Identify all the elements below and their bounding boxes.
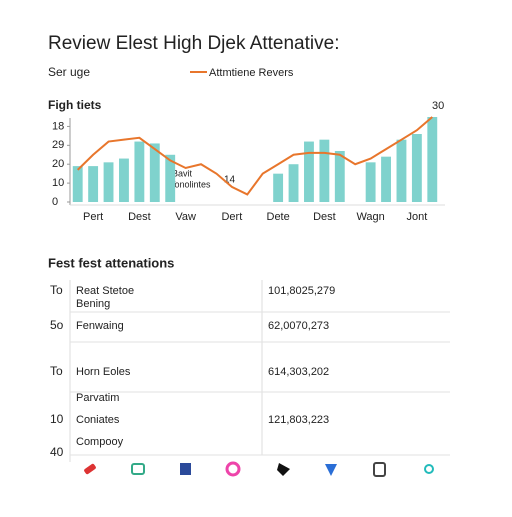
row-index: 10 [50,412,64,426]
row-index: To [50,364,63,378]
row-name: Bening [76,298,110,310]
y-axis-label: Figh tiets [48,98,102,112]
x-tick-label: Dete [267,211,290,223]
icon[interactable] [225,461,241,477]
icon[interactable] [373,462,386,477]
row-index: To [50,283,63,297]
annotation: 30 [432,100,444,112]
icon[interactable] [325,464,337,476]
bar [103,162,114,202]
icon[interactable] [131,463,145,475]
y-tick-label: 29 [52,139,64,151]
bar [304,141,314,202]
row-index: 5o [50,318,64,332]
row-name: Parvatim [76,392,119,404]
bar [334,151,345,202]
bar [134,141,145,202]
bar [72,166,83,202]
row-index: 40 [50,445,64,459]
legend-label: Attmtiene Revers [209,67,294,79]
bar [149,143,160,202]
line [77,116,433,196]
icon[interactable] [277,463,290,476]
icon-bar [83,461,434,477]
icon[interactable] [180,463,191,475]
x-tick-label: Dert [221,211,242,223]
table-title: Fest fest attenations [48,255,174,270]
icon[interactable] [83,463,96,475]
annotation: Bavit [172,168,193,178]
icon[interactable] [424,464,434,474]
bar [365,162,376,202]
bar [427,117,438,202]
x-tick-label: Pert [83,211,103,223]
row-value: 614,303,202 [268,366,329,378]
bar [273,173,284,202]
y-tick-label: 20 [52,158,64,170]
bar [396,139,407,202]
bar [88,166,99,202]
annotation: Tonolintes [170,179,211,189]
x-tick-label: Jont [406,211,427,223]
row-value: 101,8025,279 [268,285,335,297]
row-name: Horn Eoles [76,366,131,378]
x-tick-label: Wagn [356,211,384,223]
row-name: Fenwaing [76,320,124,332]
bar [165,154,176,202]
row-value: 62,0070,273 [268,320,329,332]
row-name: Reat Stetoe [76,285,134,297]
row-name: Coniates [76,414,120,426]
y-tick-label: 18 [52,120,64,132]
bar [411,134,422,202]
x-tick-label: Dest [128,211,151,223]
bar [319,139,330,202]
subtitle: Ser uge [48,65,90,79]
bar [381,156,391,202]
bar [119,158,129,202]
page-title: Review Elest High Djek Attenative: [48,33,339,54]
y-tick-label: 0 [52,196,58,208]
bar [288,164,299,202]
x-tick-label: Dest [313,211,336,223]
row-name: Compooy [76,436,124,448]
y-tick-label: 10 [52,177,64,189]
row-value: 121,803,223 [268,414,329,426]
annotation: 14 [224,175,236,186]
x-tick-label: Vaw [175,211,196,223]
